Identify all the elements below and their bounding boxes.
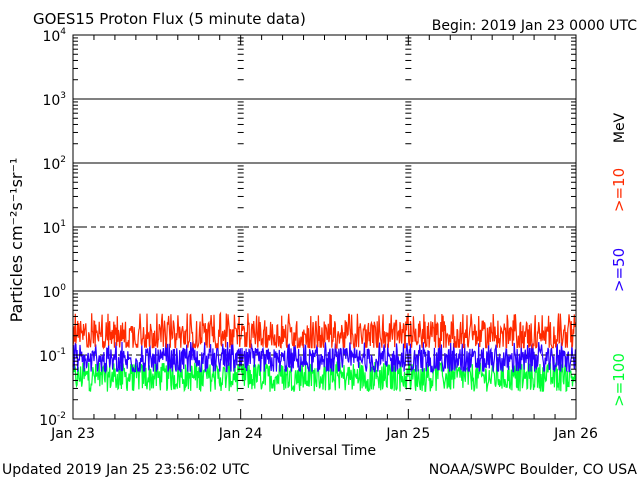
y-tick-label: 10-2 — [39, 411, 66, 429]
series-line-50 — [72, 341, 577, 374]
updated-timestamp: Updated 2019 Jan 25 23:56:02 UTC — [2, 462, 250, 478]
y-tick-exp: 2 — [60, 155, 66, 165]
y-tick-base: 10 — [39, 413, 57, 429]
y-tick-label: 10-1 — [39, 347, 66, 365]
begin-time: Begin: 2019 Jan 23 0000 UTC — [432, 18, 637, 34]
y-tick-base: 10 — [42, 157, 60, 173]
x-tick-label: Jan 23 — [50, 426, 95, 442]
y-tick-label: 102 — [42, 155, 66, 173]
y-tick-label: 104 — [42, 27, 66, 45]
y-tick-base: 10 — [42, 29, 60, 45]
series-layer — [72, 311, 577, 393]
plot-frame — [72, 34, 577, 420]
y-tick-exp: -1 — [57, 347, 66, 357]
y-tick-base: 10 — [42, 93, 60, 109]
tick-marks — [72, 35, 577, 420]
y-tick-base: 10 — [42, 285, 60, 301]
y-tick-label: 103 — [42, 91, 66, 109]
legend-unit: MeV — [612, 112, 628, 143]
reference-lines — [73, 98, 576, 356]
legend-label: >=10 — [610, 168, 628, 212]
credit-text: NOAA/SWPC Boulder, CO USA — [429, 462, 638, 478]
x-axis-label: Universal Time — [272, 443, 376, 459]
x-tick-labels: Jan 23 Jan 24 Jan 25 Jan 26 — [50, 426, 598, 442]
y-tick-base: 10 — [39, 349, 57, 365]
x-tick-label: Jan 26 — [553, 426, 598, 442]
y-tick-exp: 1 — [60, 219, 66, 229]
y-tick-exp: 4 — [60, 27, 66, 37]
energy-legend: >=100 >=50 >=10 MeV — [610, 112, 628, 406]
chart-title: GOES15 Proton Flux (5 minute data) — [33, 10, 306, 28]
y-tick-exp: 3 — [60, 91, 66, 101]
y-tick-exp: 0 — [60, 283, 66, 293]
y-tick-label: 100 — [42, 283, 66, 301]
series-line-10 — [72, 311, 577, 350]
y-tick-label: 101 — [42, 219, 66, 237]
x-tick-label: Jan 25 — [385, 426, 430, 442]
y-tick-exp: -2 — [57, 411, 66, 421]
y-tick-base: 10 — [42, 221, 60, 237]
legend-label: >=50 — [610, 248, 628, 292]
legend-label: >=100 — [610, 353, 628, 407]
x-tick-label: Jan 24 — [218, 426, 263, 442]
y-axis-label: Particles cm⁻²s⁻¹sr⁻¹ — [7, 158, 26, 323]
